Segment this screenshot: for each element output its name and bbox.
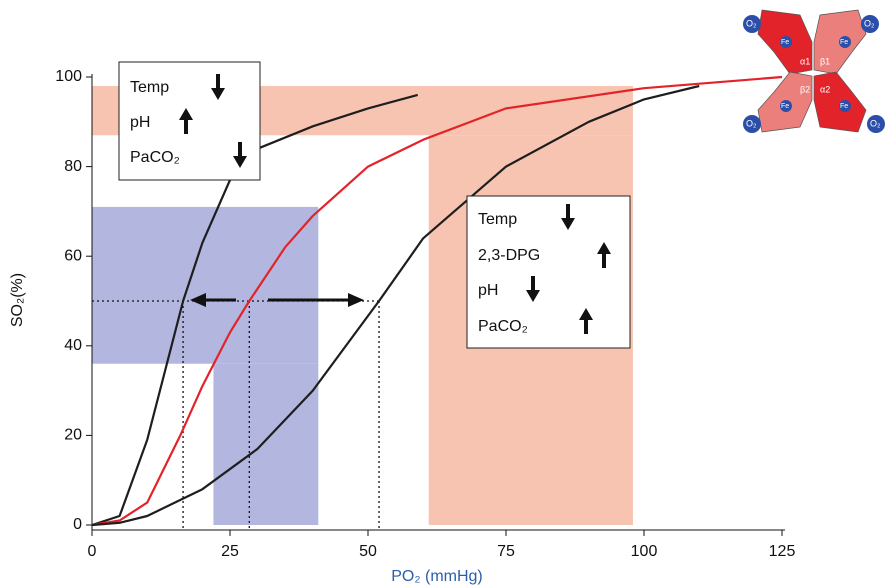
arrow-down	[561, 204, 575, 230]
arrow-up	[179, 108, 193, 134]
x-tick-label: 100	[631, 543, 658, 560]
oxygen-label: O₂	[870, 118, 881, 128]
annotation-text: 2,3-DPG	[478, 247, 540, 264]
subunit-label: α1	[800, 56, 810, 66]
oxygen	[743, 115, 761, 133]
iron	[839, 100, 851, 112]
x-axis-label: PO₂ (mmHg)	[391, 568, 483, 585]
x-tick-label: 75	[497, 543, 515, 560]
shift-arrows	[190, 293, 364, 307]
oxygen-label: O₂	[864, 18, 875, 28]
iron-label: Fe	[781, 103, 789, 110]
x-tick-label: 125	[769, 543, 796, 560]
arrow-up	[597, 242, 611, 268]
arrow-head	[348, 293, 364, 307]
annotation-text: pH	[478, 282, 498, 299]
left-annotation: Temp pH PaCO₂	[118, 61, 261, 181]
subunit-label: β2	[800, 84, 810, 94]
annotation-text: pH	[130, 114, 150, 131]
annotation-text: Temp	[478, 211, 517, 228]
y-tick-label: 80	[64, 158, 82, 175]
y-axis-label: SO₂(%)	[9, 273, 26, 327]
arrow-down	[233, 142, 247, 168]
y-tick-label: 40	[64, 337, 82, 354]
plot: 0 25 50 75 100 125 0 20 40 60 80 100	[55, 68, 795, 560]
subunit-label: α2	[820, 84, 830, 94]
oxygen	[861, 15, 879, 33]
iron-label: Fe	[781, 39, 789, 46]
y-tick-label: 0	[73, 516, 82, 533]
iron-label: Fe	[840, 39, 848, 46]
arrow-down	[526, 276, 540, 302]
curve	[91, 75, 783, 527]
oxygen-label: O₂	[746, 118, 757, 128]
curve	[91, 84, 700, 527]
hemoglobin-icon: α1 β1 β2 α2 O₂ O₂ O₂ O₂ Fe Fe Fe Fe	[743, 9, 885, 133]
oxygen	[867, 115, 885, 133]
curve	[91, 93, 418, 527]
y-tick-label: 100	[55, 68, 82, 85]
iron	[780, 36, 792, 48]
annotation-text: PaCO₂	[478, 318, 528, 335]
arrow-up	[579, 308, 593, 334]
iron-label: Fe	[840, 103, 848, 110]
x-tick-label: 50	[359, 543, 377, 560]
shaded-region	[92, 206, 319, 364]
y-tick-label: 60	[64, 247, 82, 264]
annotation-box	[466, 195, 631, 349]
arrow-head	[190, 293, 206, 307]
right-annotation: Temp 2,3-DPG pH PaCO₂	[466, 195, 631, 349]
subunit	[813, 71, 867, 133]
annotation-text: PaCO₂	[130, 149, 180, 166]
x-tick-label: 25	[221, 543, 239, 560]
shaded-region	[213, 363, 319, 525]
iron	[839, 36, 851, 48]
y-tick-label: 20	[64, 427, 82, 444]
iron	[780, 100, 792, 112]
x-tick-label: 0	[88, 543, 97, 560]
oxygen-label: O₂	[746, 18, 757, 28]
oxygen	[743, 15, 761, 33]
annotation-text: Temp	[130, 79, 169, 96]
subunit-label: β1	[820, 56, 830, 66]
arrow-down	[211, 74, 225, 100]
